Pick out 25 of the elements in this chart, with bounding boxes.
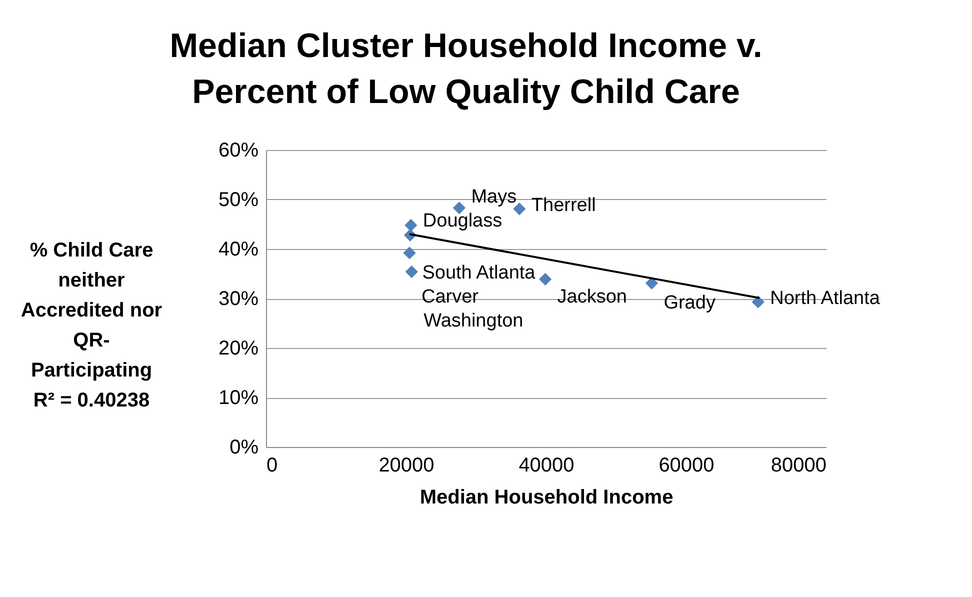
x-tick-label: 0 [266,454,278,476]
data-label: Grady [664,292,716,314]
y-tick-label: 10% [218,387,259,409]
y-tick-label: 40% [218,238,259,260]
data-label: Therrell [531,194,596,216]
x-tick-label: 60000 [658,454,714,476]
x-tick-label: 40000 [518,454,574,476]
data-label: South Atlanta [422,262,536,284]
y-axis-title: % Child Care neither Accredited nor QR- Participating [20,240,162,382]
y-tick-label: 50% [218,189,259,211]
data-label: Mays [471,186,517,208]
chart-title: Median Cluster Household Income v. Percent of Low Quality Child Care [170,27,762,111]
data-label: Carver [422,286,480,308]
x-axis-title: Median Household Income [420,486,674,508]
y-tick-label: 20% [218,338,259,360]
data-label: Washington [424,310,524,332]
text: R² = 0.40238 [33,390,150,412]
x-tick-label: 80000 [770,454,826,476]
data-label: Douglass [422,210,502,232]
data-label: North Atlanta [770,288,880,309]
y-tick-label: 0% [230,436,259,458]
y-tick-label: 30% [218,288,259,310]
y-tick-label: 60% [218,140,259,162]
data-label: Jackson [557,286,628,308]
x-tick-label: 20000 [378,454,434,476]
